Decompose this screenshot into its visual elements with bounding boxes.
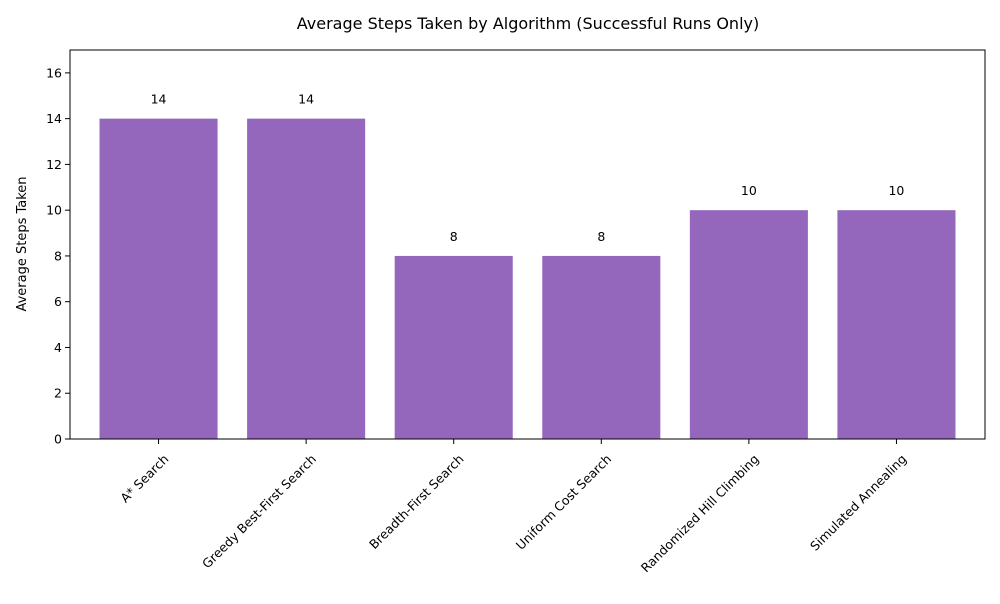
y-tick-label: 8 — [54, 248, 62, 263]
y-tick-label: 4 — [54, 340, 62, 355]
y-tick-label: 16 — [46, 65, 62, 80]
y-tick-label: 10 — [46, 203, 62, 218]
y-axis-ticks: 0 2 4 6 8 10 12 14 16 — [46, 65, 70, 447]
bar-value-label: 8 — [597, 229, 605, 244]
bar-value-label: 8 — [450, 229, 458, 244]
bar — [837, 210, 956, 439]
plot-frame — [69, 49, 986, 440]
x-axis-ticks: A* Search Greedy Best-First Search Breadth… — [117, 439, 909, 575]
x-tick-label: Greedy Best-First Search — [199, 451, 319, 571]
bars-group — [99, 118, 956, 439]
bar — [99, 118, 218, 439]
bar-value-label: 14 — [151, 92, 167, 107]
bar — [689, 210, 808, 439]
data-labels-group: 14 14 8 8 10 10 — [151, 92, 905, 244]
y-tick-label: 6 — [54, 294, 62, 309]
bar — [394, 255, 513, 439]
x-tick-label: A* Search — [117, 451, 171, 505]
y-tick-label: 0 — [54, 432, 62, 447]
x-tick-label: Uniform Cost Search — [513, 451, 614, 552]
y-tick-label: 12 — [46, 157, 62, 172]
bar — [247, 118, 366, 439]
bar-value-label: 14 — [298, 92, 314, 107]
bar — [542, 255, 661, 439]
chart-title: Average Steps Taken by Algorithm (Succes… — [297, 14, 759, 33]
x-tick-label: Simulated Annealing — [807, 451, 909, 553]
y-tick-label: 14 — [46, 111, 62, 126]
x-tick-label: Randomized Hill Climbing — [638, 451, 762, 575]
y-axis-label: Average Steps Taken — [15, 176, 30, 311]
y-tick-label: 2 — [54, 386, 62, 401]
bar-value-label: 10 — [741, 183, 757, 198]
bar-value-label: 10 — [888, 183, 904, 198]
x-tick-label: Breadth-First Search — [366, 451, 467, 552]
